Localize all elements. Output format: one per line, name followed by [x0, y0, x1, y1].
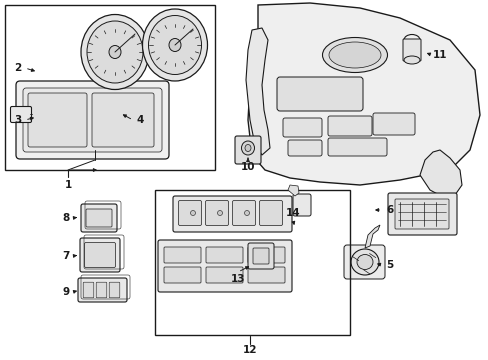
Text: 14: 14	[285, 208, 300, 218]
FancyBboxPatch shape	[205, 267, 243, 283]
Ellipse shape	[322, 37, 386, 72]
Text: 9: 9	[62, 287, 69, 297]
FancyBboxPatch shape	[80, 238, 120, 272]
FancyBboxPatch shape	[163, 247, 201, 263]
Text: 1: 1	[64, 180, 71, 190]
Ellipse shape	[190, 211, 195, 216]
FancyBboxPatch shape	[283, 118, 321, 137]
FancyBboxPatch shape	[173, 196, 291, 232]
Text: 11: 11	[432, 50, 447, 60]
FancyBboxPatch shape	[84, 243, 115, 267]
FancyBboxPatch shape	[372, 113, 414, 135]
FancyBboxPatch shape	[292, 194, 310, 216]
Ellipse shape	[148, 15, 201, 75]
FancyBboxPatch shape	[252, 248, 268, 264]
Text: 5: 5	[386, 260, 393, 270]
FancyBboxPatch shape	[109, 282, 120, 298]
Polygon shape	[287, 185, 298, 196]
Ellipse shape	[109, 45, 121, 59]
FancyBboxPatch shape	[23, 88, 162, 152]
Text: 6: 6	[386, 205, 393, 215]
Polygon shape	[364, 225, 379, 248]
FancyBboxPatch shape	[387, 193, 456, 235]
Polygon shape	[247, 3, 479, 185]
Ellipse shape	[87, 21, 142, 83]
FancyBboxPatch shape	[287, 140, 321, 156]
Ellipse shape	[244, 144, 250, 152]
Text: 7: 7	[62, 251, 70, 261]
FancyBboxPatch shape	[81, 204, 117, 232]
Text: 10: 10	[240, 162, 255, 172]
FancyBboxPatch shape	[205, 201, 228, 225]
FancyBboxPatch shape	[394, 199, 448, 229]
FancyBboxPatch shape	[343, 245, 384, 279]
Text: 13: 13	[230, 274, 245, 284]
Polygon shape	[419, 150, 461, 198]
Ellipse shape	[403, 56, 419, 64]
Bar	[5, 5, 215, 170]
Polygon shape	[245, 28, 269, 155]
FancyBboxPatch shape	[83, 282, 94, 298]
FancyBboxPatch shape	[205, 247, 243, 263]
Text: 4: 4	[136, 115, 143, 125]
Ellipse shape	[328, 42, 380, 68]
Ellipse shape	[356, 255, 372, 270]
Text: 8: 8	[62, 213, 69, 223]
FancyBboxPatch shape	[247, 247, 285, 263]
Text: 2: 2	[14, 63, 21, 73]
FancyBboxPatch shape	[163, 267, 201, 283]
FancyBboxPatch shape	[327, 138, 386, 156]
FancyBboxPatch shape	[235, 136, 261, 164]
FancyBboxPatch shape	[402, 39, 420, 61]
Ellipse shape	[81, 14, 149, 90]
FancyBboxPatch shape	[16, 81, 169, 159]
Ellipse shape	[217, 211, 222, 216]
Ellipse shape	[241, 141, 254, 155]
Ellipse shape	[350, 249, 378, 275]
FancyBboxPatch shape	[247, 267, 285, 283]
Text: 12: 12	[242, 345, 257, 355]
Ellipse shape	[403, 35, 419, 45]
Text: 3: 3	[14, 115, 21, 125]
FancyBboxPatch shape	[10, 107, 31, 122]
Ellipse shape	[169, 39, 181, 51]
FancyBboxPatch shape	[247, 243, 273, 269]
Ellipse shape	[142, 9, 207, 81]
Bar	[155, 190, 349, 335]
FancyBboxPatch shape	[259, 201, 282, 225]
FancyBboxPatch shape	[86, 209, 112, 227]
FancyBboxPatch shape	[276, 77, 362, 111]
FancyBboxPatch shape	[92, 93, 154, 147]
Ellipse shape	[244, 211, 249, 216]
FancyBboxPatch shape	[28, 93, 87, 147]
FancyBboxPatch shape	[327, 116, 371, 136]
FancyBboxPatch shape	[78, 278, 127, 302]
FancyBboxPatch shape	[178, 201, 201, 225]
FancyBboxPatch shape	[232, 201, 255, 225]
FancyBboxPatch shape	[96, 282, 106, 298]
FancyBboxPatch shape	[158, 240, 291, 292]
